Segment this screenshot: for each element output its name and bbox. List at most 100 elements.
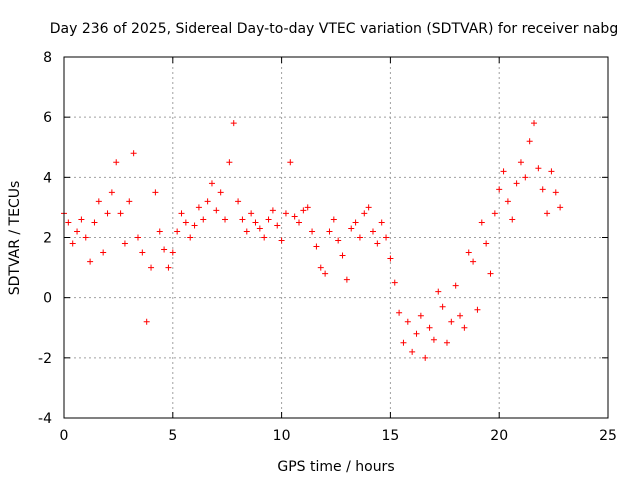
data-point	[117, 210, 124, 217]
data-point	[539, 186, 546, 193]
y-tick-label: 2	[43, 231, 52, 247]
data-point	[195, 204, 202, 211]
data-point	[365, 204, 372, 211]
data-point	[82, 234, 89, 241]
data-point	[265, 216, 272, 223]
data-point	[544, 210, 551, 217]
data-point	[187, 234, 194, 241]
data-point	[156, 228, 163, 235]
data-point	[491, 210, 498, 217]
data-point	[448, 318, 455, 325]
data-point	[200, 216, 207, 223]
data-point	[526, 138, 533, 145]
data-point	[461, 324, 468, 331]
data-point	[335, 237, 342, 244]
data-point	[317, 264, 324, 271]
data-point	[439, 303, 446, 310]
data-point	[108, 189, 115, 196]
data-point	[396, 309, 403, 316]
data-point	[217, 189, 224, 196]
data-point	[274, 222, 281, 229]
x-tick-label: 5	[168, 428, 177, 444]
data-point	[400, 339, 407, 346]
data-point	[343, 276, 350, 283]
data-point	[552, 189, 559, 196]
data-point	[287, 159, 294, 166]
data-point	[139, 249, 146, 256]
data-point	[161, 246, 168, 253]
data-point	[535, 165, 542, 172]
data-point	[269, 207, 276, 214]
data-point	[100, 249, 107, 256]
data-point	[235, 198, 242, 205]
data-point	[143, 318, 150, 325]
data-point	[322, 270, 329, 277]
data-point	[230, 120, 237, 127]
x-axis-label: GPS time / hours	[277, 459, 394, 475]
data-point	[104, 210, 111, 217]
data-point	[191, 222, 198, 229]
data-point	[278, 237, 285, 244]
data-point	[409, 348, 416, 355]
data-point	[208, 180, 215, 187]
data-point	[213, 207, 220, 214]
data-point	[178, 210, 185, 217]
data-point	[91, 219, 98, 226]
x-tick-label: 25	[599, 428, 617, 444]
y-tick-label: -4	[38, 411, 52, 427]
data-point	[417, 312, 424, 319]
data-point	[282, 210, 289, 217]
data-point	[404, 318, 411, 325]
data-point	[74, 228, 81, 235]
data-point	[326, 228, 333, 235]
data-point	[252, 219, 259, 226]
data-point	[387, 255, 394, 262]
data-point	[356, 234, 363, 241]
data-point	[152, 189, 159, 196]
x-tick-label: 0	[60, 428, 69, 444]
data-point	[457, 312, 464, 319]
data-point	[256, 225, 263, 232]
data-point	[478, 219, 485, 226]
x-axis: 0 5 10 15 20 25	[60, 57, 617, 444]
chart-title: Day 236 of 2025, Sidereal Day-to-day VTE…	[50, 21, 618, 37]
data-point	[352, 219, 359, 226]
data-point	[87, 258, 94, 265]
y-tick-label: 8	[43, 50, 52, 66]
data-point	[426, 324, 433, 331]
data-point	[443, 339, 450, 346]
data-point	[452, 282, 459, 289]
data-point	[348, 225, 355, 232]
x-tick-label: 15	[381, 428, 399, 444]
data-point	[113, 159, 120, 166]
data-point	[313, 243, 320, 250]
data-point	[174, 228, 181, 235]
data-point	[383, 234, 390, 241]
data-point	[413, 330, 420, 337]
data-point	[500, 168, 507, 175]
data-point	[121, 240, 128, 247]
data-point	[95, 198, 102, 205]
data-point	[430, 336, 437, 343]
data-point	[374, 240, 381, 247]
data-point	[261, 234, 268, 241]
data-point	[557, 204, 564, 211]
data-point	[474, 306, 481, 313]
data-point	[69, 240, 76, 247]
data-point	[130, 150, 137, 157]
data-point	[378, 219, 385, 226]
data-series	[61, 120, 564, 361]
data-point	[239, 216, 246, 223]
data-point	[422, 354, 429, 361]
x-tick-label: 20	[490, 428, 508, 444]
data-point	[391, 279, 398, 286]
data-point	[369, 228, 376, 235]
y-tick-label: 4	[43, 170, 52, 186]
data-point	[487, 270, 494, 277]
data-point	[148, 264, 155, 271]
data-point	[548, 168, 555, 175]
data-point	[522, 174, 529, 181]
y-axis: -4 -2 0 2 4 6 8	[38, 50, 608, 427]
data-point	[465, 249, 472, 256]
data-point	[296, 219, 303, 226]
